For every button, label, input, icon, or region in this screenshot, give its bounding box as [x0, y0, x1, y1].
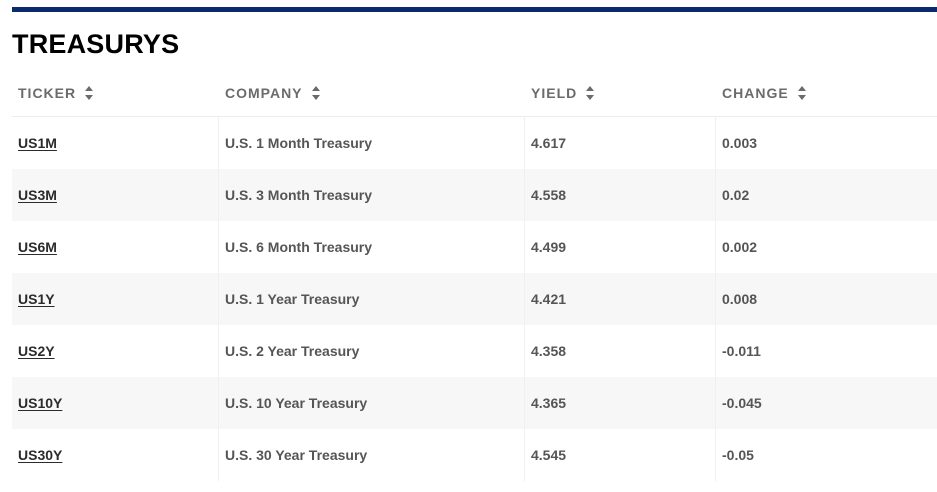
yield-cell: 4.421 [525, 273, 716, 325]
column-header-yield-label: YIELD [531, 85, 578, 101]
column-header-yield[interactable]: YIELD [525, 70, 716, 116]
table-row: US1Y U.S. 1 Year Treasury 4.421 0.008 [12, 273, 937, 325]
company-cell: U.S. 2 Year Treasury [219, 325, 525, 377]
ticker-link[interactable]: US3M [18, 187, 57, 203]
company-cell: U.S. 3 Month Treasury [219, 169, 525, 221]
treasurys-table: TICKER COMPANY YIELD CHANGE US1M U.S. 1 … [12, 70, 937, 481]
change-cell: 0.003 [722, 135, 758, 151]
ticker-link[interactable]: US1M [18, 135, 57, 151]
table-row: US6M U.S. 6 Month Treasury 4.499 0.002 [12, 221, 937, 273]
sort-icon[interactable] [797, 85, 806, 101]
column-header-company[interactable]: COMPANY [219, 70, 525, 116]
ticker-cell: US2Y [12, 325, 219, 377]
table-header: TICKER COMPANY YIELD CHANGE [12, 70, 937, 117]
column-header-change[interactable]: CHANGE [716, 70, 937, 116]
ticker-cell: US3M [12, 169, 219, 221]
yield-cell: 4.499 [525, 221, 716, 273]
change-cell: 0.002 [722, 239, 758, 255]
top-rule [12, 7, 937, 12]
page-title: TREASURYS [12, 29, 180, 59]
ticker-cell: US1M [12, 117, 219, 169]
yield-cell: 4.558 [525, 169, 716, 221]
ticker-link[interactable]: US30Y [18, 447, 63, 463]
column-header-company-label: COMPANY [225, 85, 303, 101]
column-header-ticker[interactable]: TICKER [12, 70, 219, 116]
sort-icon[interactable] [85, 85, 94, 101]
ticker-link[interactable]: US2Y [18, 343, 55, 359]
company-cell: U.S. 6 Month Treasury [219, 221, 525, 273]
yield-cell: 4.358 [525, 325, 716, 377]
company-cell: U.S. 10 Year Treasury [219, 377, 525, 429]
company-cell: U.S. 30 Year Treasury [219, 429, 525, 481]
ticker-cell: US10Y [12, 377, 219, 429]
ticker-link[interactable]: US6M [18, 239, 57, 255]
sort-icon[interactable] [311, 85, 320, 101]
table-row: US2Y U.S. 2 Year Treasury 4.358 -0.011 [12, 325, 937, 377]
change-cell: 0.008 [722, 291, 758, 307]
table-row: US10Y U.S. 10 Year Treasury 4.365 -0.045 [12, 377, 937, 429]
table-row: US3M U.S. 3 Month Treasury 4.558 0.02 [12, 169, 937, 221]
change-cell: -0.011 [722, 343, 761, 359]
change-cell: 0.02 [722, 187, 750, 203]
ticker-cell: US1Y [12, 273, 219, 325]
column-header-ticker-label: TICKER [18, 85, 77, 101]
ticker-cell: US6M [12, 221, 219, 273]
ticker-link[interactable]: US1Y [18, 291, 55, 307]
ticker-cell: US30Y [12, 429, 219, 481]
company-cell: U.S. 1 Month Treasury [219, 117, 525, 169]
change-cell: -0.045 [722, 395, 762, 411]
yield-cell: 4.545 [525, 429, 716, 481]
ticker-link[interactable]: US10Y [18, 395, 63, 411]
sort-icon[interactable] [586, 85, 595, 101]
yield-cell: 4.617 [525, 117, 716, 169]
company-cell: U.S. 1 Year Treasury [219, 273, 525, 325]
table-body: US1M U.S. 1 Month Treasury 4.617 0.003 U… [12, 117, 937, 481]
table-row: US30Y U.S. 30 Year Treasury 4.545 -0.05 [12, 429, 937, 481]
change-cell: -0.05 [722, 447, 754, 463]
table-row: US1M U.S. 1 Month Treasury 4.617 0.003 [12, 117, 937, 169]
yield-cell: 4.365 [525, 377, 716, 429]
column-header-change-label: CHANGE [722, 85, 789, 101]
